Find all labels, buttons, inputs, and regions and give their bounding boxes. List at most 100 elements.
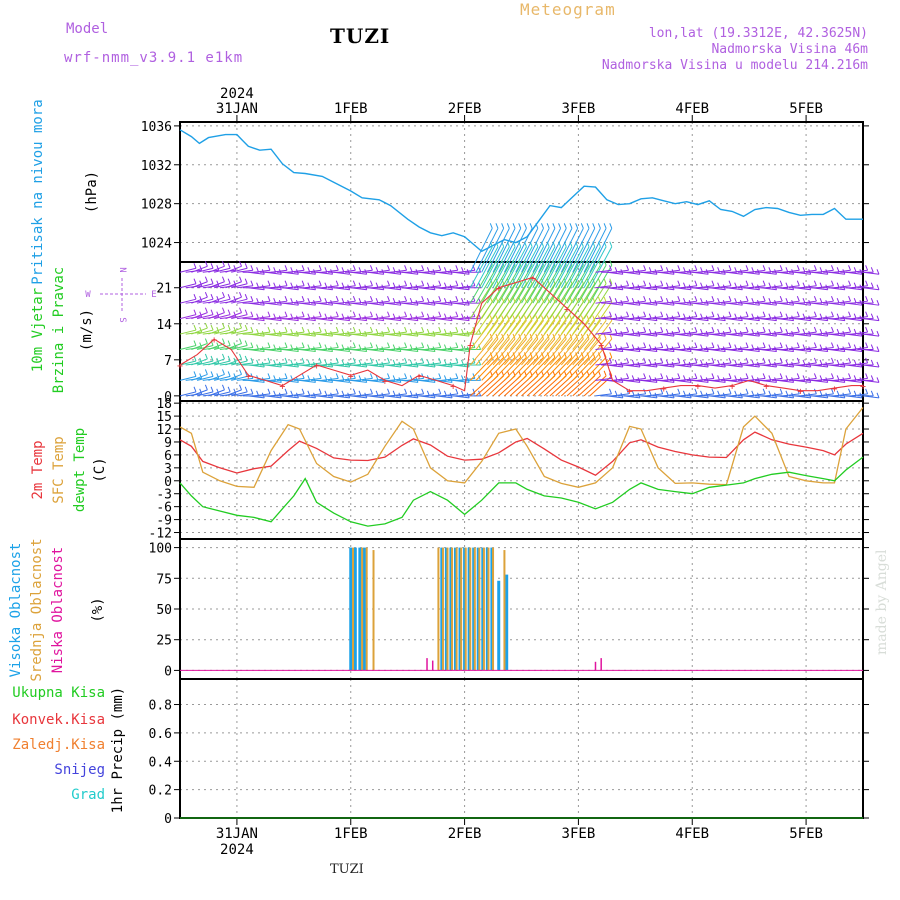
wind-barb-flag [210,309,214,315]
station-title: TUZI [330,24,391,48]
wind-barb-flag [563,223,567,229]
wind-barb [436,364,453,368]
wind-barb [265,395,282,399]
wind-barb [658,379,675,383]
wind-barb [208,296,225,304]
wind-barb-flag [694,265,698,271]
wind-barb [475,338,499,366]
wind-barb-flag [865,295,869,302]
wind-barb [248,333,265,337]
wind-barb-flag [865,311,869,317]
wind-barb-flag [597,352,601,358]
x-tick-label-top: 1FEB [334,101,368,117]
wind-barb [214,314,231,320]
x-tick-label-bottom: 4FEB [675,826,709,842]
wind-barb-flag [779,311,783,317]
wind-barb [766,269,783,273]
wind-barb [384,364,401,368]
wind-barb [236,269,253,273]
wind-barb-flag [227,293,231,300]
wind-barb [811,379,828,383]
wind-barb-flag [227,340,231,346]
wind-barb [817,316,834,320]
wind-barb-flag [387,357,390,364]
wind-barb [305,377,322,381]
wind-axis-title-1: 10m Vjetar [30,288,46,372]
y-tick-label: 0 [164,812,172,827]
windspeed-marker: + [797,387,803,398]
wind-barb [612,269,629,273]
wind-barb [623,395,641,399]
wind-barb [760,287,777,291]
wind-barb [367,287,384,291]
windspeed-marker: + [695,382,701,393]
wind-barb [834,316,851,320]
wind-barb-flag [506,352,510,358]
wind-barb [572,338,596,366]
wind-barb [663,331,680,335]
wind-barb [862,318,880,322]
wind-barb-flag [609,357,612,364]
wind-barb [697,331,715,335]
wind-barb [566,228,590,273]
wind-barb-flag [369,280,373,286]
wind-barb-flag [711,342,715,348]
wind-barb-flag [529,352,533,358]
wind-barb [629,269,646,273]
wind-barb-flag [193,309,197,315]
wind-barb [629,377,646,381]
wind-barb [623,271,641,275]
wind-barb [828,271,845,275]
wind-barb-flag [865,280,869,286]
windspeed-marker: + [467,340,473,351]
wind-barb-flag [677,357,681,364]
wind-barb-flag [626,326,630,333]
wind-barb-flag [301,373,305,379]
x-tick-label-bottom: 3FEB [562,826,596,842]
wind-barb [595,362,612,366]
wind-barb-flag [193,386,197,393]
wind-barb [248,395,265,399]
wind-barb-flag [518,352,522,358]
windspeed-marker: + [245,371,251,382]
wind-barb-flag [745,311,749,317]
wind-barb [714,377,732,381]
wind-barb [515,320,539,350]
wind-barb [515,283,539,319]
wind-barb-flag [227,371,231,377]
wind-barb [373,269,390,273]
wind-barb [196,314,214,320]
wind-barb-flag [745,357,749,364]
wind-barb [282,333,299,337]
wind-barb [305,393,322,397]
wind-barb [339,316,356,320]
wind-barb [714,331,732,335]
wind-barb [714,362,732,366]
wind-barb [288,362,305,366]
wind-barb-flag [728,388,732,395]
wind-barb [322,362,339,366]
wind-barb-flag [495,223,499,229]
wind-barb [749,316,766,320]
wind-barb [492,283,516,319]
cloud-bar [469,547,472,671]
wind-barb [658,318,675,322]
wind-barb [549,283,573,319]
wind-barb-flag [369,295,373,302]
wind-barb [760,271,777,275]
wind-barb-flag [204,353,208,360]
wind-barb [316,318,333,322]
wind-barb-flag [711,373,715,379]
wind-barb-flag [762,357,766,364]
wind-barb-flag [239,338,242,344]
wind-barb-flag [711,357,715,364]
wind-barb-flag [677,311,681,317]
cloud-bar [497,580,501,671]
wind-barb [305,300,322,304]
wind-axis-unit: (m/s) [79,309,95,351]
wind-barb-flag [876,284,880,290]
wind-barb [333,349,350,353]
wind-barb [577,283,601,319]
wind-barb [515,357,539,381]
wind-barb [777,395,794,399]
